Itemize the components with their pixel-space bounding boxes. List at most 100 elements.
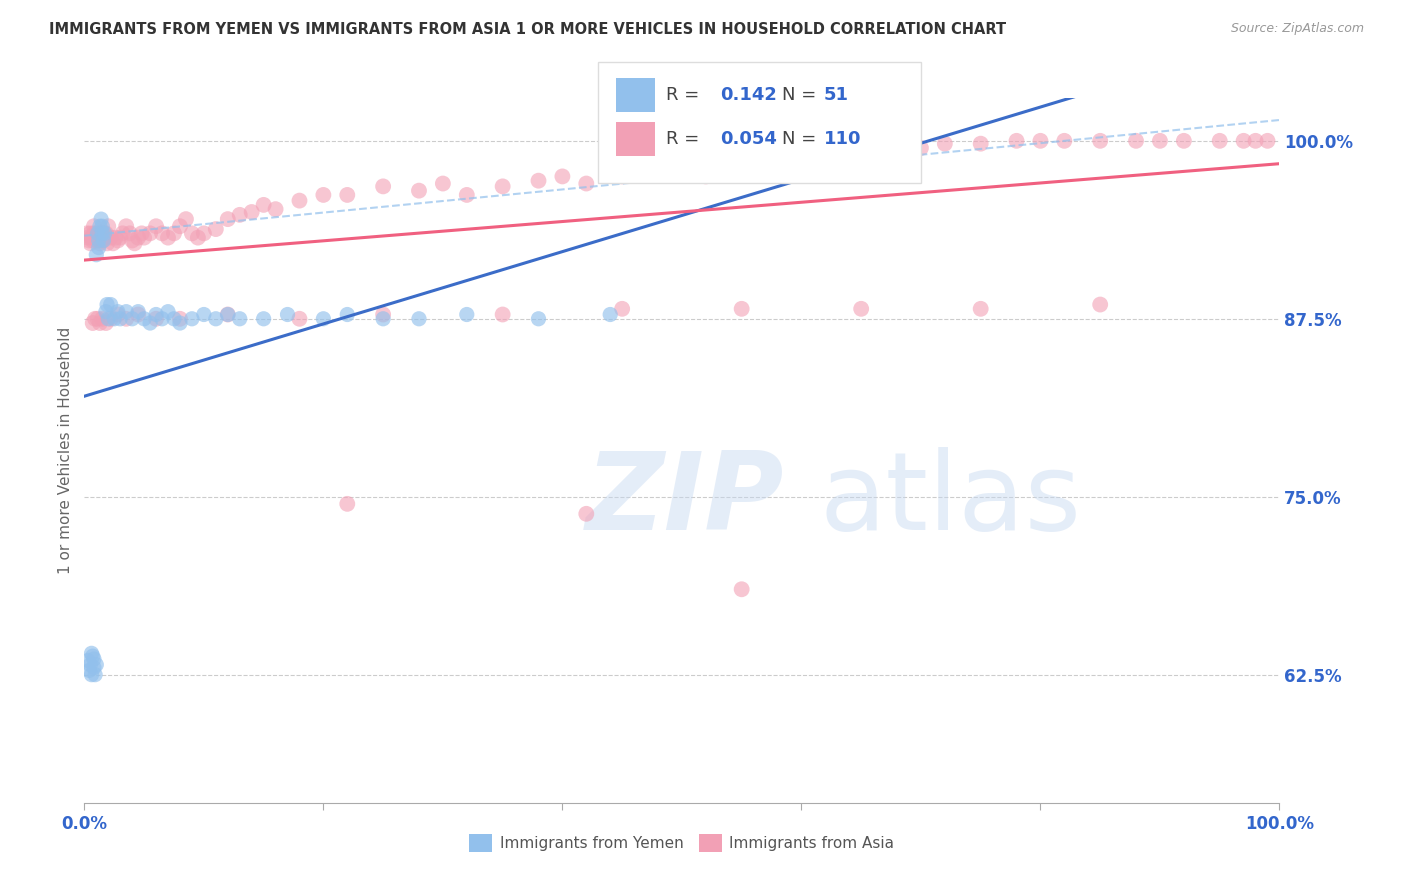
Point <box>790 151 813 165</box>
Point <box>1244 134 1267 148</box>
Point <box>695 169 717 184</box>
Point <box>731 160 754 174</box>
Point <box>1125 134 1147 148</box>
Point <box>253 311 276 326</box>
Point <box>100 311 122 326</box>
Point <box>86 311 108 326</box>
Point <box>127 304 149 318</box>
Point <box>1053 134 1076 148</box>
Point <box>86 248 108 262</box>
Point <box>80 230 103 244</box>
Point <box>181 311 204 326</box>
Point <box>373 308 395 322</box>
Text: 0.054: 0.054 <box>720 130 776 148</box>
Point <box>83 219 105 234</box>
Text: IMMIGRANTS FROM YEMEN VS IMMIGRANTS FROM ASIA 1 OR MORE VEHICLES IN HOUSEHOLD CO: IMMIGRANTS FROM YEMEN VS IMMIGRANTS FROM… <box>49 22 1007 37</box>
Point <box>163 227 186 241</box>
Point <box>111 227 134 241</box>
Point <box>121 311 143 326</box>
Point <box>432 177 454 191</box>
Point <box>77 664 100 678</box>
Point <box>115 219 138 234</box>
Point <box>77 653 100 667</box>
Point <box>217 212 239 227</box>
Text: 51: 51 <box>824 86 849 103</box>
Point <box>1029 134 1052 148</box>
Text: atlas: atlas <box>820 447 1081 553</box>
Point <box>851 301 873 316</box>
Point <box>157 230 180 244</box>
Point <box>79 227 101 241</box>
Point <box>163 311 186 326</box>
Point <box>886 141 908 155</box>
Point <box>336 188 359 202</box>
Point <box>288 194 311 208</box>
Point <box>89 316 111 330</box>
Point <box>970 301 993 316</box>
Point <box>87 230 110 244</box>
Point <box>575 507 598 521</box>
Point <box>647 162 669 177</box>
Point <box>79 657 101 672</box>
Point <box>87 234 110 248</box>
Point <box>96 297 118 311</box>
Point <box>84 667 107 681</box>
Point <box>150 311 173 326</box>
Point <box>527 174 550 188</box>
Point <box>217 308 239 322</box>
Point <box>671 165 693 179</box>
Point <box>86 234 108 248</box>
Point <box>77 234 100 248</box>
Point <box>97 311 120 326</box>
Point <box>91 227 114 241</box>
Point <box>181 227 204 241</box>
Point <box>264 202 287 216</box>
Point <box>89 236 111 251</box>
Point <box>169 219 191 234</box>
Point <box>253 198 276 212</box>
Point <box>229 208 252 222</box>
Point <box>89 234 111 248</box>
Point <box>139 227 162 241</box>
Point <box>82 234 104 248</box>
Point <box>93 230 115 244</box>
Point <box>193 308 215 322</box>
Text: Source: ZipAtlas.com: Source: ZipAtlas.com <box>1230 22 1364 36</box>
Point <box>217 308 239 322</box>
Point <box>110 230 132 244</box>
Text: R =: R = <box>666 86 700 103</box>
Text: N =: N = <box>782 86 815 103</box>
Point <box>408 184 430 198</box>
Point <box>131 227 153 241</box>
Legend: Immigrants from Yemen, Immigrants from Asia: Immigrants from Yemen, Immigrants from A… <box>463 828 901 859</box>
Point <box>94 304 117 318</box>
Point <box>86 657 108 672</box>
Point <box>205 311 228 326</box>
Point <box>91 311 114 326</box>
Text: 0.142: 0.142 <box>720 86 776 103</box>
Point <box>83 660 105 674</box>
Point <box>94 227 117 241</box>
Point <box>1149 134 1171 148</box>
Point <box>1257 134 1279 148</box>
Point <box>150 227 173 241</box>
Point <box>731 301 754 316</box>
Point <box>90 212 112 227</box>
Point <box>127 308 149 322</box>
Point <box>492 179 515 194</box>
Point <box>100 297 122 311</box>
Point <box>104 230 127 244</box>
Point <box>205 222 228 236</box>
Point <box>91 234 114 248</box>
Point <box>115 311 138 326</box>
Text: 110: 110 <box>824 130 862 148</box>
Point <box>84 311 107 326</box>
Point <box>970 136 993 151</box>
Point <box>373 179 395 194</box>
Point <box>551 169 574 184</box>
Point <box>97 219 120 234</box>
Point <box>612 301 634 316</box>
Point <box>86 227 108 241</box>
Point <box>76 227 98 241</box>
Point <box>229 311 252 326</box>
